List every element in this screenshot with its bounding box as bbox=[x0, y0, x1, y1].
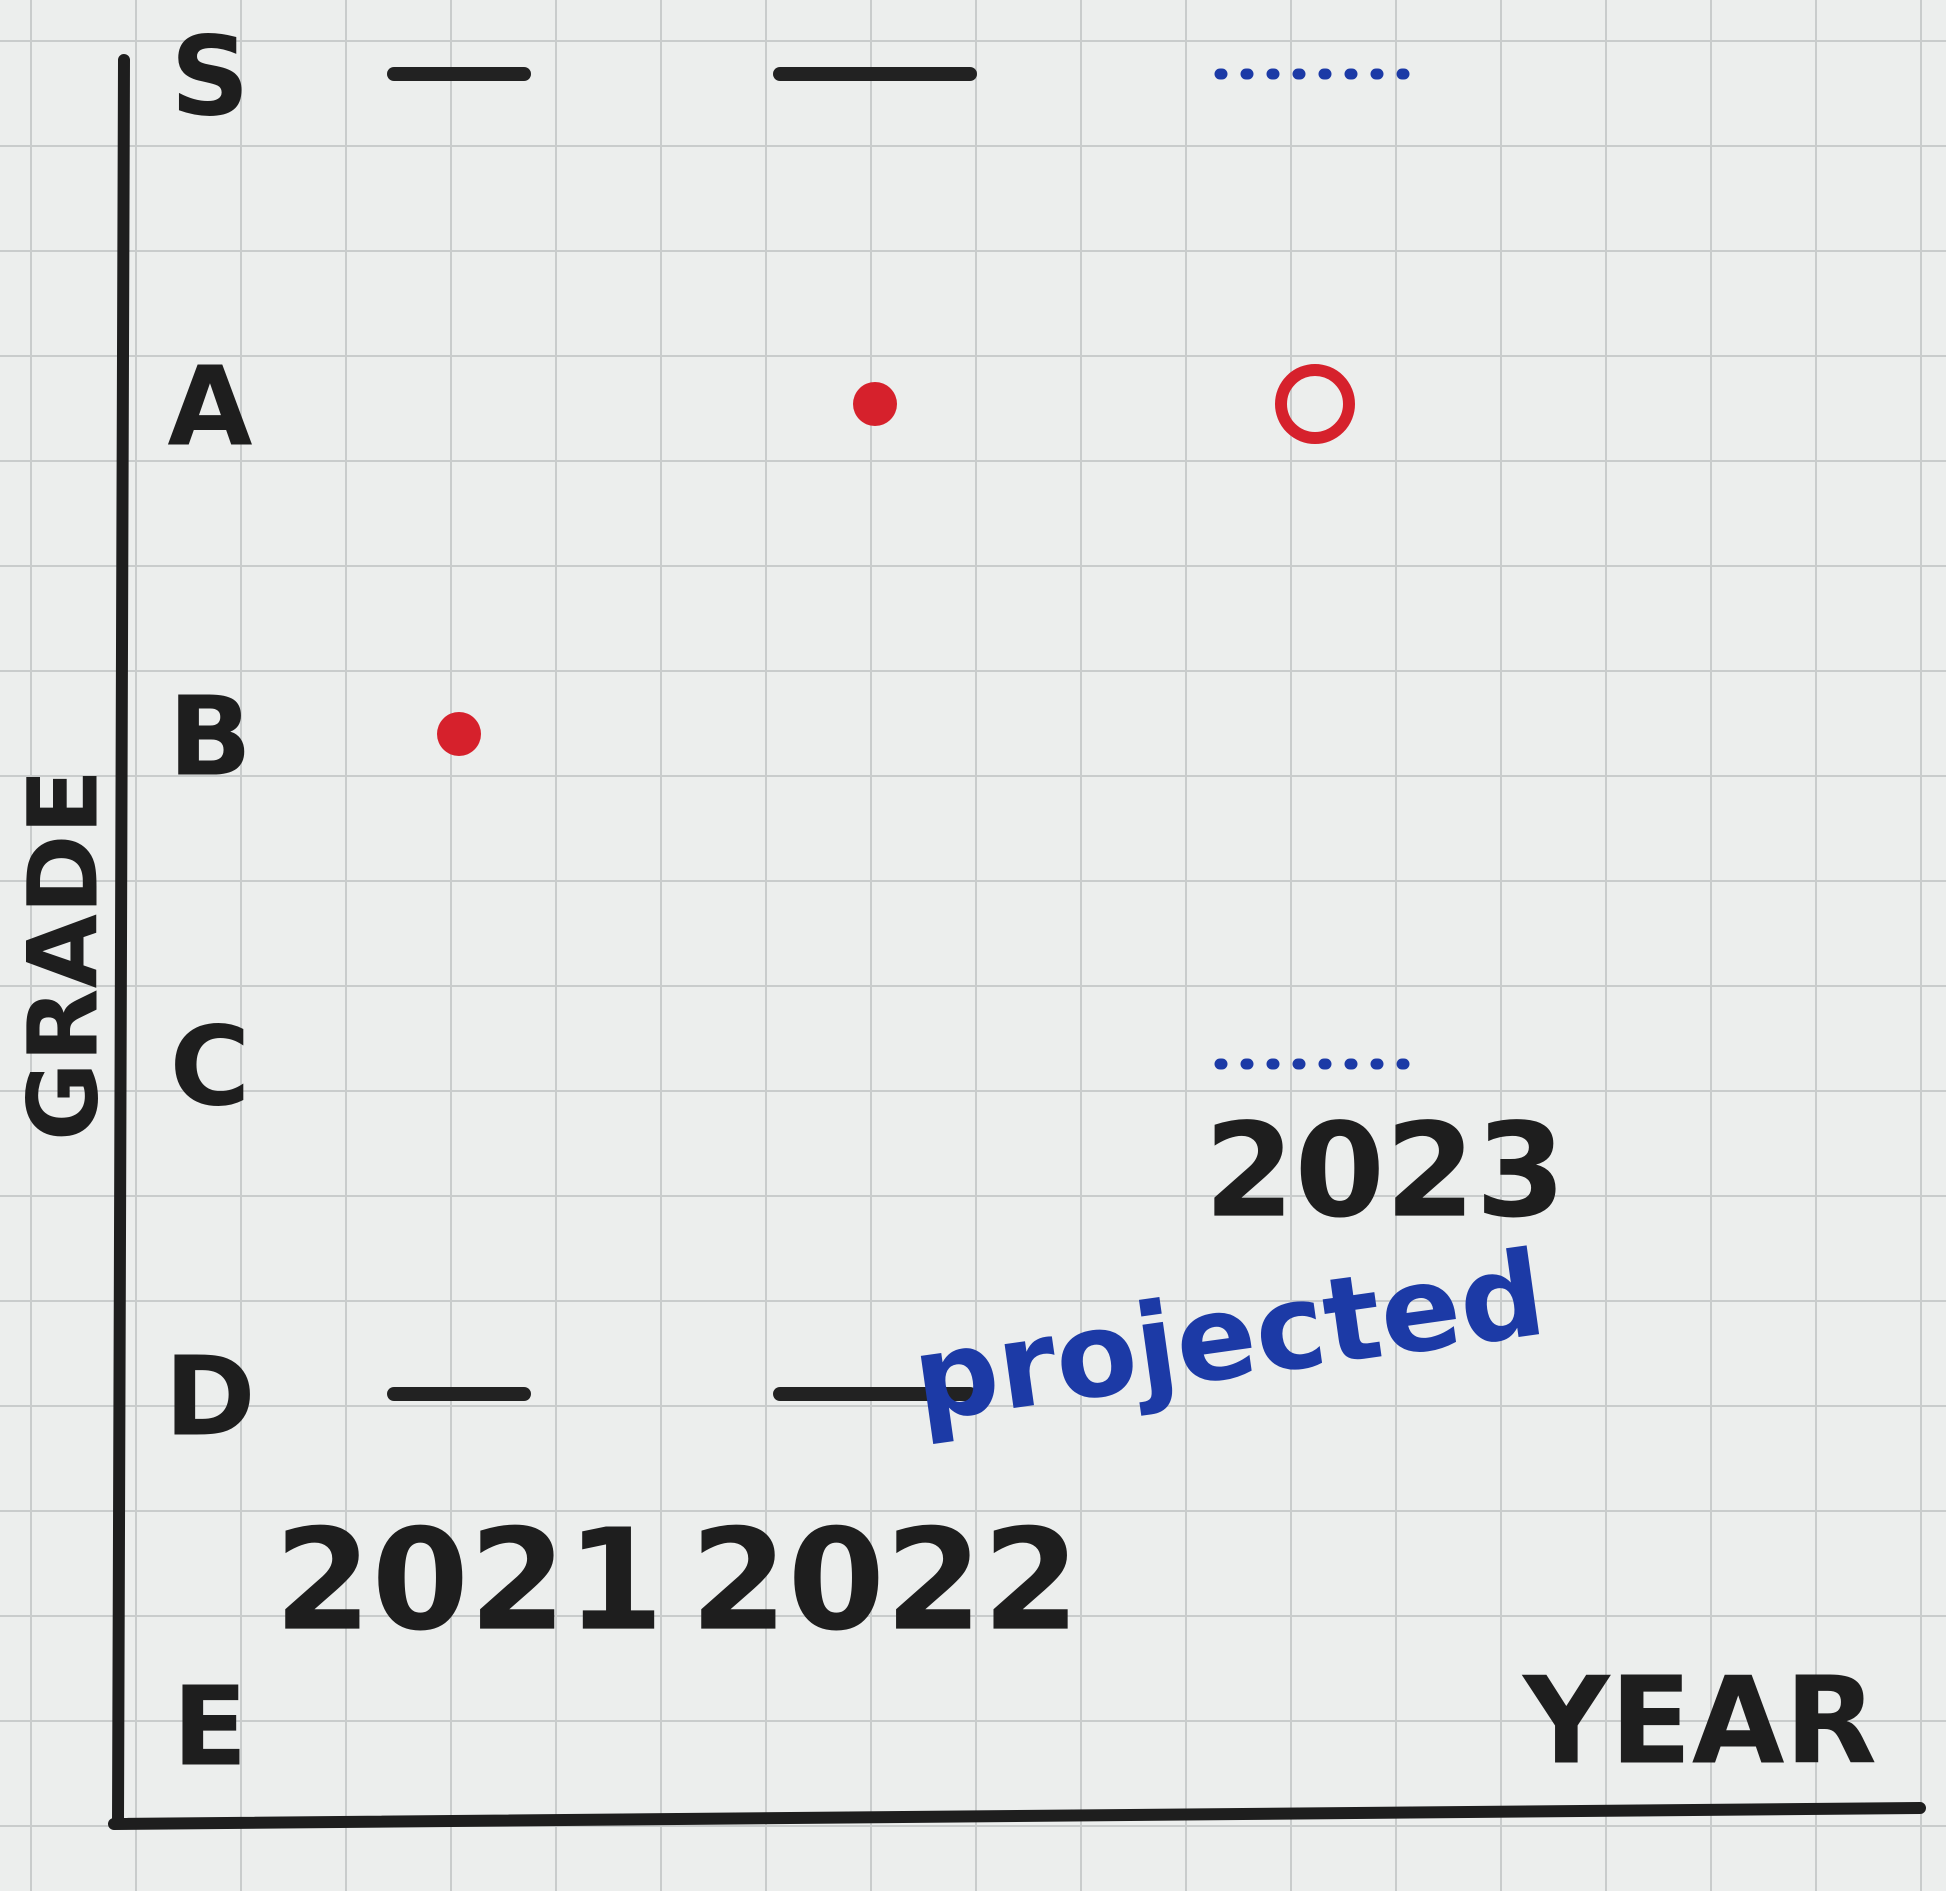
y-tick-label: A bbox=[167, 342, 252, 470]
y-tick-label: B bbox=[168, 672, 252, 800]
y-axis-label: GRADE bbox=[7, 769, 119, 1141]
annotation: projected bbox=[905, 1224, 1553, 1449]
y-tick-label: E bbox=[172, 1662, 247, 1790]
y-axis bbox=[112, 54, 130, 1828]
x-axis bbox=[108, 1802, 1926, 1830]
x-axis-label: YEAR bbox=[1521, 1653, 1877, 1792]
point bbox=[437, 712, 481, 756]
y-tick-label: D bbox=[164, 1332, 255, 1460]
x-tick-label: 2022 bbox=[690, 1500, 1080, 1663]
y-tick-label: S bbox=[170, 12, 249, 140]
point bbox=[853, 382, 897, 426]
projected-point bbox=[1275, 364, 1355, 444]
x-tick-label: 2023 bbox=[1204, 1095, 1566, 1247]
y-tick-label: C bbox=[170, 1002, 251, 1130]
x-tick-label: 2021 bbox=[274, 1500, 664, 1663]
